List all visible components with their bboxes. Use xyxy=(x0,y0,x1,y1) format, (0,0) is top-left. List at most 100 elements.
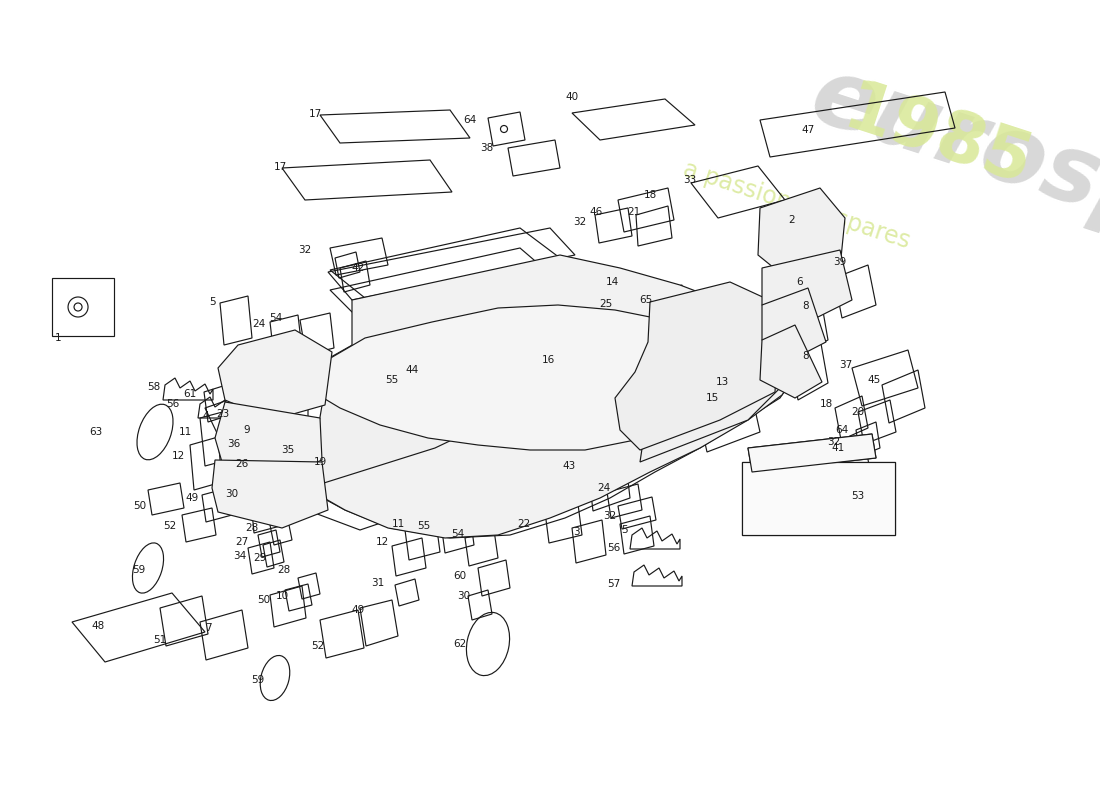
Text: 65: 65 xyxy=(639,295,652,305)
Text: 17: 17 xyxy=(308,109,321,119)
Text: 52: 52 xyxy=(164,521,177,531)
Text: 1985: 1985 xyxy=(835,75,1040,199)
Text: 25: 25 xyxy=(600,299,613,309)
Text: 32: 32 xyxy=(604,511,617,521)
Text: 23: 23 xyxy=(217,409,230,419)
Text: 31: 31 xyxy=(372,578,385,588)
Text: 12: 12 xyxy=(375,537,388,547)
Text: 53: 53 xyxy=(851,491,865,501)
Text: 6: 6 xyxy=(796,277,803,287)
Text: 60: 60 xyxy=(453,571,466,581)
Text: 39: 39 xyxy=(834,257,847,267)
Text: 33: 33 xyxy=(683,175,696,185)
Text: 24: 24 xyxy=(252,319,265,329)
Text: a passion for spares: a passion for spares xyxy=(680,157,913,253)
Polygon shape xyxy=(758,188,845,285)
Text: 32: 32 xyxy=(573,217,586,227)
Polygon shape xyxy=(310,305,748,450)
Text: 49: 49 xyxy=(186,493,199,503)
Polygon shape xyxy=(308,255,800,538)
Text: 55: 55 xyxy=(385,375,398,385)
Text: 29: 29 xyxy=(253,553,266,563)
Text: 54: 54 xyxy=(451,529,464,539)
Text: 28: 28 xyxy=(245,523,258,533)
Text: 2: 2 xyxy=(789,215,795,225)
Text: 5: 5 xyxy=(621,525,628,535)
Text: 9: 9 xyxy=(244,425,251,435)
Text: 24: 24 xyxy=(597,483,611,493)
Text: 55: 55 xyxy=(417,521,430,531)
Text: 59: 59 xyxy=(132,565,145,575)
Text: 4: 4 xyxy=(202,411,209,421)
Text: 38: 38 xyxy=(481,143,494,153)
Text: 1: 1 xyxy=(55,333,62,343)
Text: 64: 64 xyxy=(463,115,476,125)
Text: 17: 17 xyxy=(274,162,287,172)
Polygon shape xyxy=(742,462,895,535)
Polygon shape xyxy=(308,335,508,488)
Text: 45: 45 xyxy=(868,375,881,385)
Text: 43: 43 xyxy=(562,461,575,471)
Text: 61: 61 xyxy=(184,389,197,399)
Text: 36: 36 xyxy=(228,439,241,449)
Text: 49: 49 xyxy=(351,605,364,615)
Polygon shape xyxy=(212,460,328,528)
Text: 16: 16 xyxy=(541,355,554,365)
Text: 40: 40 xyxy=(565,92,579,102)
Text: 32: 32 xyxy=(827,437,840,447)
Text: eurospares: eurospares xyxy=(800,50,1100,322)
Text: 22: 22 xyxy=(517,519,530,529)
Text: 46: 46 xyxy=(590,207,603,217)
Text: 59: 59 xyxy=(252,675,265,685)
Text: 18: 18 xyxy=(820,399,833,409)
Text: 52: 52 xyxy=(311,641,324,651)
Text: 50: 50 xyxy=(133,501,146,511)
Text: 58: 58 xyxy=(147,382,161,392)
Polygon shape xyxy=(760,325,822,398)
Text: 18: 18 xyxy=(644,190,657,200)
Text: 28: 28 xyxy=(277,565,290,575)
Text: 13: 13 xyxy=(715,377,728,387)
Text: 57: 57 xyxy=(607,579,620,589)
Text: 62: 62 xyxy=(453,639,466,649)
Text: 21: 21 xyxy=(627,207,640,217)
Text: 14: 14 xyxy=(605,277,618,287)
Text: 54: 54 xyxy=(270,313,283,323)
Text: 8: 8 xyxy=(803,351,810,361)
Text: 11: 11 xyxy=(178,427,191,437)
Text: 19: 19 xyxy=(314,457,327,467)
Text: 41: 41 xyxy=(832,443,845,453)
Polygon shape xyxy=(762,250,852,322)
Text: 64: 64 xyxy=(835,425,848,435)
Polygon shape xyxy=(432,335,652,438)
Text: 15: 15 xyxy=(705,393,718,403)
Text: 44: 44 xyxy=(406,365,419,375)
Text: 20: 20 xyxy=(851,407,865,417)
Text: 3: 3 xyxy=(573,527,580,537)
Polygon shape xyxy=(218,330,332,420)
Text: 11: 11 xyxy=(392,519,405,529)
Text: 63: 63 xyxy=(89,427,102,437)
Text: 34: 34 xyxy=(233,551,246,561)
Polygon shape xyxy=(214,402,322,478)
Text: 7: 7 xyxy=(205,623,211,633)
Text: 51: 51 xyxy=(153,635,166,645)
Text: 47: 47 xyxy=(802,125,815,135)
Text: 12: 12 xyxy=(172,451,185,461)
Text: 27: 27 xyxy=(235,537,249,547)
Text: 42: 42 xyxy=(351,263,364,273)
Text: 26: 26 xyxy=(235,459,249,469)
Polygon shape xyxy=(615,282,780,450)
Text: 37: 37 xyxy=(839,360,853,370)
Polygon shape xyxy=(748,434,876,472)
Text: 56: 56 xyxy=(166,399,179,409)
Text: 30: 30 xyxy=(226,489,239,499)
Text: 10: 10 xyxy=(275,591,288,601)
Text: 5: 5 xyxy=(210,297,217,307)
Polygon shape xyxy=(640,320,800,462)
Polygon shape xyxy=(762,288,826,358)
Text: 35: 35 xyxy=(282,445,295,455)
Text: 50: 50 xyxy=(257,595,271,605)
Text: 56: 56 xyxy=(607,543,620,553)
Text: 30: 30 xyxy=(458,591,471,601)
